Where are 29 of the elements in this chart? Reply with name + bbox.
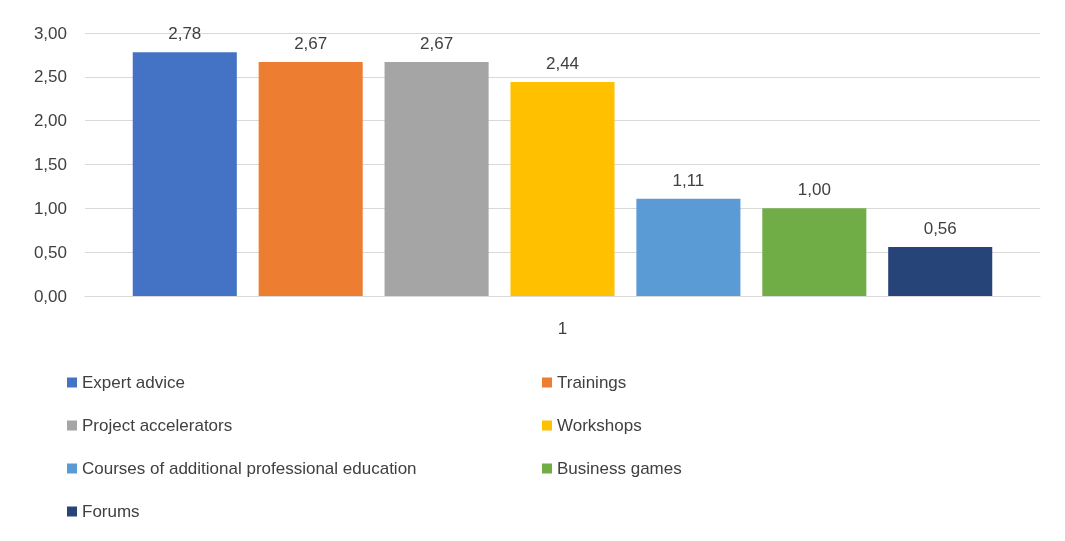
- bar: [132, 52, 237, 296]
- bar: [510, 82, 615, 296]
- data-label: 2,67: [294, 33, 328, 53]
- data-label: 1,00: [797, 180, 831, 200]
- data-label: 0,56: [923, 218, 957, 238]
- data-label: 1,11: [672, 170, 705, 190]
- bar: [258, 61, 363, 296]
- y-tick-label: 3,00: [33, 23, 67, 43]
- y-tick-label: 2,50: [33, 67, 67, 87]
- legend-label: Courses of additional professional education: [82, 459, 417, 478]
- bar: [384, 61, 489, 296]
- legend-label: Business games: [557, 459, 682, 478]
- y-tick-label: 1,00: [33, 198, 67, 218]
- legend-label: Expert advice: [82, 373, 185, 392]
- legend-label: Trainings: [557, 373, 627, 392]
- y-tick-label: 1,50: [33, 155, 67, 174]
- bar: [888, 246, 993, 296]
- y-tick-label: 0,50: [33, 242, 67, 262]
- data-label: 2,78: [168, 24, 202, 44]
- y-tick-label: 2,00: [33, 111, 67, 131]
- y-tick-label: 0,00: [33, 286, 67, 306]
- x-tick-label: 1: [557, 319, 568, 338]
- legend-label: Project accelerators: [82, 416, 233, 435]
- bar: [636, 198, 741, 296]
- legend-label: Workshops: [557, 416, 642, 435]
- legend-label: Forums: [82, 502, 140, 521]
- bar: [762, 208, 867, 296]
- data-label: 2,44: [545, 54, 580, 74]
- data-label: 2,67: [420, 33, 454, 53]
